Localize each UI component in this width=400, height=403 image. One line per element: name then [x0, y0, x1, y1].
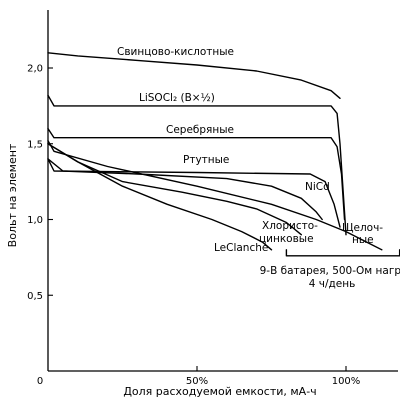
y-tick-label: 2,0 — [27, 64, 43, 75]
series-label-7: Щелоч- — [342, 222, 383, 234]
series-line-2 — [47, 127, 346, 221]
y-tick-label: 0,5 — [27, 291, 43, 302]
y-axis-label: Вольт на элемент — [6, 143, 19, 247]
series-label-8: ные — [352, 234, 374, 246]
series-line-4 — [47, 158, 323, 221]
axes: 0,5 1,0 1,5 2,0 0 50% 100% — [27, 10, 398, 387]
battery-9v-bracket — [285, 249, 400, 257]
series-label-0: Свинцово-кислотные — [117, 46, 234, 58]
y-tick-label: 1,5 — [27, 139, 43, 150]
series-line-0 — [47, 52, 341, 99]
series-label-10: 9-В батарея, 500-Ом нагр. — [260, 265, 400, 277]
x-tick-label: 100% — [332, 376, 361, 387]
series-label-2: Серебряные — [166, 124, 234, 136]
series-label-11: 4 ч/день — [309, 278, 356, 290]
y-tick-label: 1,0 — [27, 215, 43, 226]
series-label-5: Хлористо- — [262, 220, 318, 232]
series-label-3: Ртутные — [183, 154, 229, 166]
x-tick-label: 0 — [37, 376, 43, 387]
series-line-6 — [47, 143, 273, 251]
series-label-1: LiSOCl₂ (В×½) — [139, 92, 215, 104]
series-line-7 — [47, 140, 383, 251]
discharge-curves — [47, 52, 400, 257]
series-label-6: цинковые — [259, 233, 314, 245]
series-label-9: LeClanche — [214, 242, 268, 254]
series-labels: Свинцово-кислотные LiSOCl₂ (В×½) Серебряны… — [117, 46, 400, 290]
series-line-3 — [47, 158, 341, 228]
x-tick-label: 50% — [186, 376, 208, 387]
x-axis-label: Доля расходуемой емкости, мА-ч — [123, 385, 316, 398]
series-label-4: NiCd — [305, 181, 330, 193]
